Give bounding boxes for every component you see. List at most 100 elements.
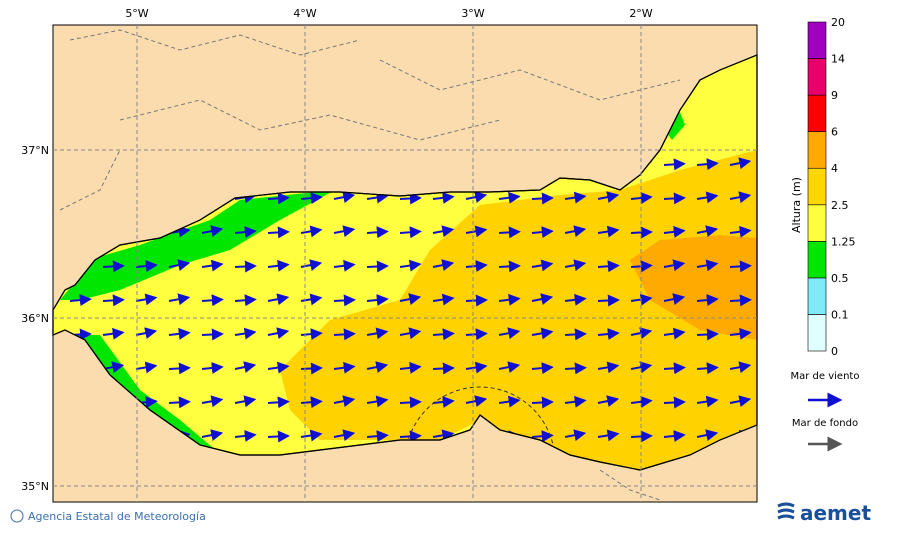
wind-arrow <box>333 225 356 238</box>
lon-label: 3°W <box>461 7 484 20</box>
wind-arrow <box>234 395 257 408</box>
wind-arrow <box>597 328 620 341</box>
wind-arrow <box>135 361 158 374</box>
wind-arrow <box>630 226 653 239</box>
lon-label: 4°W <box>293 7 316 20</box>
wind-arrow <box>465 191 488 203</box>
wind-arrow <box>300 328 323 341</box>
colorbar-segment <box>807 21 827 59</box>
wind-arrow <box>168 362 191 375</box>
wind-arrow <box>465 328 488 341</box>
graticule: 5°W 4°W 3°W 2°W 37°N 36°N 35°N <box>21 7 757 502</box>
wind-arrow <box>498 260 521 273</box>
wind-arrow <box>168 259 191 272</box>
wind-arrow <box>300 259 323 271</box>
colorbar-label: 0.5 <box>831 272 849 285</box>
colorbar-label: 6 <box>831 126 838 139</box>
wind-arrow <box>399 192 422 205</box>
wind-arrow <box>663 430 686 442</box>
wind-arrow <box>201 429 224 441</box>
colorbar-segment <box>807 241 827 279</box>
wind-arrow <box>366 191 389 204</box>
wind-arrow <box>333 191 356 204</box>
wind-arrow <box>333 429 356 442</box>
wind-arrow <box>531 430 554 443</box>
wind-arrow <box>366 361 389 373</box>
wind-arrow <box>267 293 290 306</box>
wind-arrow <box>465 260 488 273</box>
wind-arrow <box>663 259 686 272</box>
colorbar-segment <box>807 314 827 352</box>
wind-arrow <box>696 328 719 341</box>
wind-arrow <box>597 260 620 273</box>
wind-arrow <box>135 260 158 273</box>
wind-arrow <box>465 225 488 238</box>
wind-arrow <box>630 192 653 204</box>
lat-label: 36°N <box>21 312 49 325</box>
colorbar-title: Altura (m) <box>790 177 803 233</box>
wind-arrow <box>597 225 620 238</box>
wind-arrow <box>135 327 158 339</box>
lat-label: 35°N <box>21 480 49 493</box>
wind-arrow <box>597 294 620 307</box>
wind-arrow <box>234 260 257 273</box>
colorbar-label: 9 <box>831 89 838 102</box>
colorbar-label: 1.25 <box>831 235 856 248</box>
wind-arrow <box>102 260 125 273</box>
wind-arrow <box>531 259 554 272</box>
wind-arrow <box>201 259 224 272</box>
wind-arrow <box>135 293 158 306</box>
wind-arrow <box>201 294 224 307</box>
credit: Agencia Estatal de Meteorología <box>28 510 206 523</box>
wind-arrow <box>168 327 191 340</box>
wind-arrow <box>597 361 620 374</box>
wind-arrow <box>168 293 191 306</box>
wind-arrow <box>663 396 686 409</box>
wind-arrow <box>201 395 224 408</box>
wind-arrow <box>399 226 422 239</box>
wind-arrow <box>465 294 488 307</box>
wind-arrow <box>399 361 422 374</box>
wind-arrow <box>663 327 686 340</box>
wind-arrow <box>267 192 290 205</box>
wind-arrow <box>267 430 290 443</box>
wind-arrow <box>630 361 653 374</box>
wind-arrow <box>333 361 356 374</box>
wind-arrow <box>729 294 752 307</box>
wind-arrow <box>564 259 587 272</box>
wind-arrow <box>498 293 521 306</box>
wind-arrow <box>729 225 752 238</box>
wind-arrow <box>696 259 719 272</box>
colorbar-label: 14 <box>831 53 845 66</box>
wind-arrow <box>531 226 554 239</box>
wind-arrow <box>201 362 224 374</box>
wind-arrow <box>432 191 455 204</box>
wind-arrow <box>300 192 323 205</box>
wind-arrow <box>234 294 257 307</box>
wind-arrow <box>267 226 290 239</box>
colorbar-label: 0.1 <box>831 308 849 321</box>
wind-arrow <box>630 430 653 443</box>
wind-arrow <box>531 327 554 340</box>
wind-arrow <box>234 226 257 239</box>
wind-arrow <box>168 396 191 409</box>
wind-arrow <box>729 395 752 408</box>
wind-arrow <box>432 429 455 442</box>
colorbar-segment <box>807 167 827 206</box>
wind-arrow <box>696 429 719 441</box>
borders <box>59 29 681 501</box>
lat-label: 37°N <box>21 144 49 157</box>
wind-arrow <box>564 328 587 341</box>
wind-arrow <box>465 361 488 374</box>
wind-arrow <box>498 327 521 340</box>
wind-arrow <box>465 395 488 407</box>
wind-arrow <box>696 395 719 408</box>
wind-arrow <box>531 396 554 409</box>
wind-arrow <box>234 327 257 340</box>
wind-arrow <box>531 362 554 375</box>
wind-arrow <box>69 294 92 307</box>
wind-arrow <box>696 294 719 307</box>
wind-arrow <box>564 395 587 408</box>
wind-arrow <box>267 327 290 340</box>
